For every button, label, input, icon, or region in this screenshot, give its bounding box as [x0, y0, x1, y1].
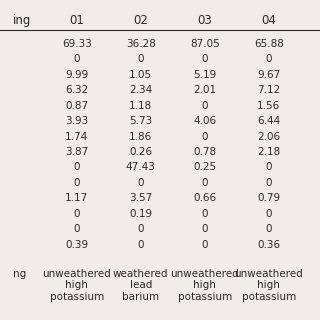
Text: 5.19: 5.19	[193, 70, 216, 80]
Text: 3.93: 3.93	[65, 116, 88, 126]
Text: 5.73: 5.73	[129, 116, 152, 126]
Text: 0: 0	[74, 163, 80, 172]
Text: 9.99: 9.99	[65, 70, 88, 80]
Text: 0: 0	[202, 132, 208, 141]
Text: 2.18: 2.18	[257, 147, 280, 157]
Text: 87.05: 87.05	[190, 39, 220, 49]
Text: 0: 0	[266, 224, 272, 234]
Text: 0.26: 0.26	[129, 147, 152, 157]
Text: 1.74: 1.74	[65, 132, 88, 141]
Text: 0: 0	[74, 224, 80, 234]
Text: 0: 0	[202, 178, 208, 188]
Text: 0: 0	[74, 209, 80, 219]
Text: 0: 0	[138, 54, 144, 64]
Text: 0.36: 0.36	[257, 240, 280, 250]
Text: 0.87: 0.87	[65, 101, 88, 111]
Text: 0.25: 0.25	[193, 163, 216, 172]
Text: 9.67: 9.67	[257, 70, 280, 80]
Text: 3.87: 3.87	[65, 147, 88, 157]
Text: 0.39: 0.39	[65, 240, 88, 250]
Text: 0: 0	[202, 240, 208, 250]
Text: 4.06: 4.06	[193, 116, 216, 126]
Text: unweathered
high
potassium: unweathered high potassium	[171, 269, 239, 302]
Text: 0.66: 0.66	[193, 193, 216, 203]
Text: 3.57: 3.57	[129, 193, 152, 203]
Text: 7.12: 7.12	[257, 85, 280, 95]
Text: 6.44: 6.44	[257, 116, 280, 126]
Text: 1.56: 1.56	[257, 101, 280, 111]
Text: 0: 0	[266, 163, 272, 172]
Text: 0.79: 0.79	[257, 193, 280, 203]
Text: ing: ing	[13, 14, 31, 28]
Text: 0.19: 0.19	[129, 209, 152, 219]
Text: 0: 0	[138, 240, 144, 250]
Text: 69.33: 69.33	[62, 39, 92, 49]
Text: 0: 0	[266, 54, 272, 64]
Text: 2.01: 2.01	[193, 85, 216, 95]
Text: 01: 01	[69, 14, 84, 28]
Text: 2.06: 2.06	[257, 132, 280, 141]
Text: 0: 0	[202, 224, 208, 234]
Text: 1.86: 1.86	[129, 132, 152, 141]
Text: 47.43: 47.43	[126, 163, 156, 172]
Text: 0: 0	[74, 178, 80, 188]
Text: 36.28: 36.28	[126, 39, 156, 49]
Text: 1.05: 1.05	[129, 70, 152, 80]
Text: 0.78: 0.78	[193, 147, 216, 157]
Text: ng: ng	[13, 269, 26, 279]
Text: 1.17: 1.17	[65, 193, 88, 203]
Text: unweathered
high
potassium: unweathered high potassium	[235, 269, 303, 302]
Text: 1.18: 1.18	[129, 101, 152, 111]
Text: 0: 0	[266, 178, 272, 188]
Text: 0: 0	[202, 101, 208, 111]
Text: 0: 0	[74, 54, 80, 64]
Text: weathered
lead
barium: weathered lead barium	[113, 269, 169, 302]
Text: 0: 0	[266, 209, 272, 219]
Text: 2.34: 2.34	[129, 85, 152, 95]
Text: unweathered
high
potassium: unweathered high potassium	[43, 269, 111, 302]
Text: 0: 0	[138, 178, 144, 188]
Text: 02: 02	[133, 14, 148, 28]
Text: 0: 0	[138, 224, 144, 234]
Text: 0: 0	[202, 54, 208, 64]
Text: 03: 03	[197, 14, 212, 28]
Text: 04: 04	[261, 14, 276, 28]
Text: 0: 0	[202, 209, 208, 219]
Text: 65.88: 65.88	[254, 39, 284, 49]
Text: 6.32: 6.32	[65, 85, 88, 95]
